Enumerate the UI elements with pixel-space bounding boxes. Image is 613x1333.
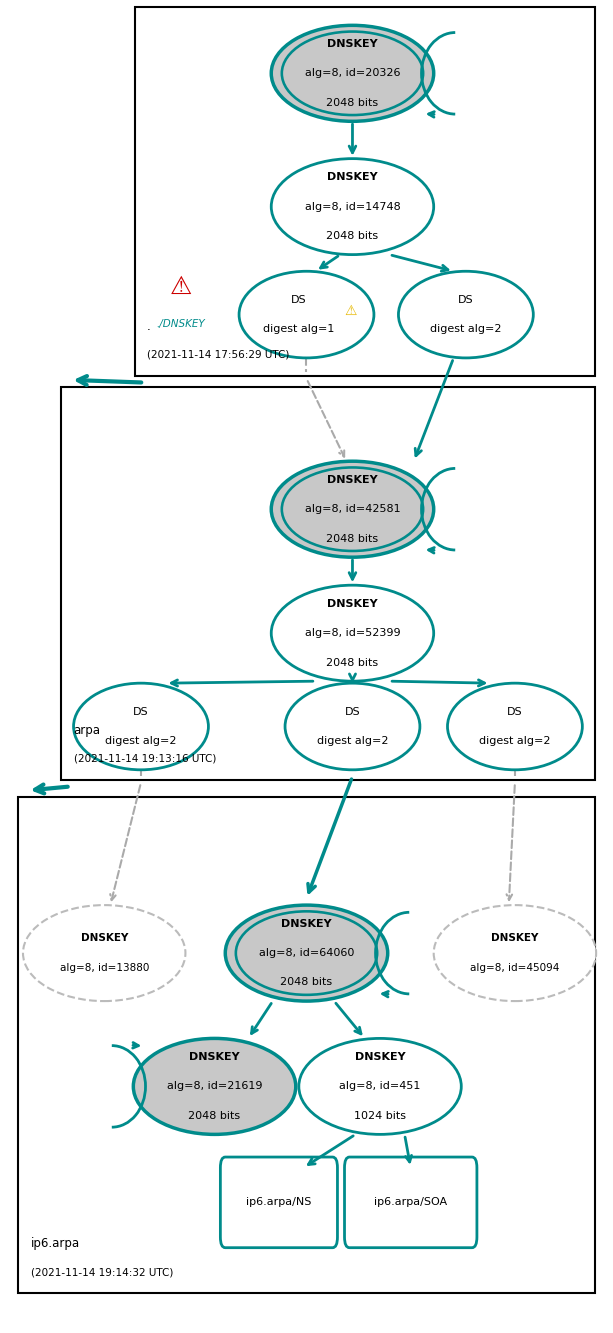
Text: 2048 bits: 2048 bits <box>326 657 379 668</box>
Ellipse shape <box>398 271 533 357</box>
FancyBboxPatch shape <box>221 1157 337 1248</box>
Text: 2048 bits: 2048 bits <box>326 231 379 241</box>
Ellipse shape <box>447 682 582 770</box>
Ellipse shape <box>285 682 420 770</box>
Text: alg=8, id=42581: alg=8, id=42581 <box>305 504 400 515</box>
Text: DNSKEY: DNSKEY <box>491 933 539 944</box>
Ellipse shape <box>433 905 596 1001</box>
Text: alg=8, id=52399: alg=8, id=52399 <box>305 628 400 639</box>
Text: DNSKEY: DNSKEY <box>327 172 378 183</box>
Text: arpa: arpa <box>74 724 101 737</box>
Ellipse shape <box>271 25 433 121</box>
Ellipse shape <box>134 1038 295 1134</box>
FancyBboxPatch shape <box>345 1157 477 1248</box>
Text: DNSKEY: DNSKEY <box>189 1052 240 1062</box>
Text: DS: DS <box>291 295 307 305</box>
Text: ip6.arpa/SOA: ip6.arpa/SOA <box>374 1197 447 1208</box>
Ellipse shape <box>226 905 387 1001</box>
Text: alg=8, id=20326: alg=8, id=20326 <box>305 68 400 79</box>
Text: ⚠: ⚠ <box>170 275 192 299</box>
Ellipse shape <box>271 461 433 557</box>
Text: ip6.arpa/NS: ip6.arpa/NS <box>246 1197 311 1208</box>
Text: alg=8, id=21619: alg=8, id=21619 <box>167 1081 262 1092</box>
Ellipse shape <box>23 905 185 1001</box>
Text: DS: DS <box>133 706 149 717</box>
FancyBboxPatch shape <box>61 387 595 780</box>
Text: 2048 bits: 2048 bits <box>280 977 333 988</box>
Text: (2021-11-14 19:13:16 UTC): (2021-11-14 19:13:16 UTC) <box>74 753 216 764</box>
Text: alg=8, id=451: alg=8, id=451 <box>340 1081 421 1092</box>
Text: DS: DS <box>507 706 523 717</box>
Text: digest alg=2: digest alg=2 <box>479 736 550 746</box>
Text: digest alg=2: digest alg=2 <box>105 736 177 746</box>
Text: digest alg=1: digest alg=1 <box>264 324 335 335</box>
Text: ip6.arpa: ip6.arpa <box>31 1237 80 1250</box>
Text: DNSKEY: DNSKEY <box>327 39 378 49</box>
Text: digest alg=2: digest alg=2 <box>317 736 388 746</box>
Text: alg=8, id=13880: alg=8, id=13880 <box>59 962 149 973</box>
FancyBboxPatch shape <box>18 797 595 1293</box>
Text: DNSKEY: DNSKEY <box>355 1052 405 1062</box>
Text: ./DNSKEY: ./DNSKEY <box>156 319 205 329</box>
Text: DS: DS <box>458 295 474 305</box>
Ellipse shape <box>271 159 433 255</box>
Text: DNSKEY: DNSKEY <box>281 918 332 929</box>
Text: DNSKEY: DNSKEY <box>80 933 128 944</box>
Text: alg=8, id=14748: alg=8, id=14748 <box>305 201 400 212</box>
Text: alg=8, id=45094: alg=8, id=45094 <box>470 962 560 973</box>
Text: 2048 bits: 2048 bits <box>188 1110 241 1121</box>
FancyBboxPatch shape <box>135 7 595 376</box>
Text: DNSKEY: DNSKEY <box>327 475 378 485</box>
Text: .: . <box>147 320 151 333</box>
Ellipse shape <box>239 271 374 357</box>
Text: DS: DS <box>345 706 360 717</box>
Ellipse shape <box>299 1038 461 1134</box>
Text: 2048 bits: 2048 bits <box>326 97 379 108</box>
Text: digest alg=2: digest alg=2 <box>430 324 501 335</box>
Ellipse shape <box>271 585 433 681</box>
Ellipse shape <box>74 682 208 770</box>
Text: (2021-11-14 17:56:29 UTC): (2021-11-14 17:56:29 UTC) <box>147 349 289 360</box>
Text: 1024 bits: 1024 bits <box>354 1110 406 1121</box>
Text: ⚠: ⚠ <box>345 304 357 317</box>
Text: DNSKEY: DNSKEY <box>327 599 378 609</box>
Text: alg=8, id=64060: alg=8, id=64060 <box>259 948 354 958</box>
Text: (2021-11-14 19:14:32 UTC): (2021-11-14 19:14:32 UTC) <box>31 1266 173 1277</box>
Text: 2048 bits: 2048 bits <box>326 533 379 544</box>
